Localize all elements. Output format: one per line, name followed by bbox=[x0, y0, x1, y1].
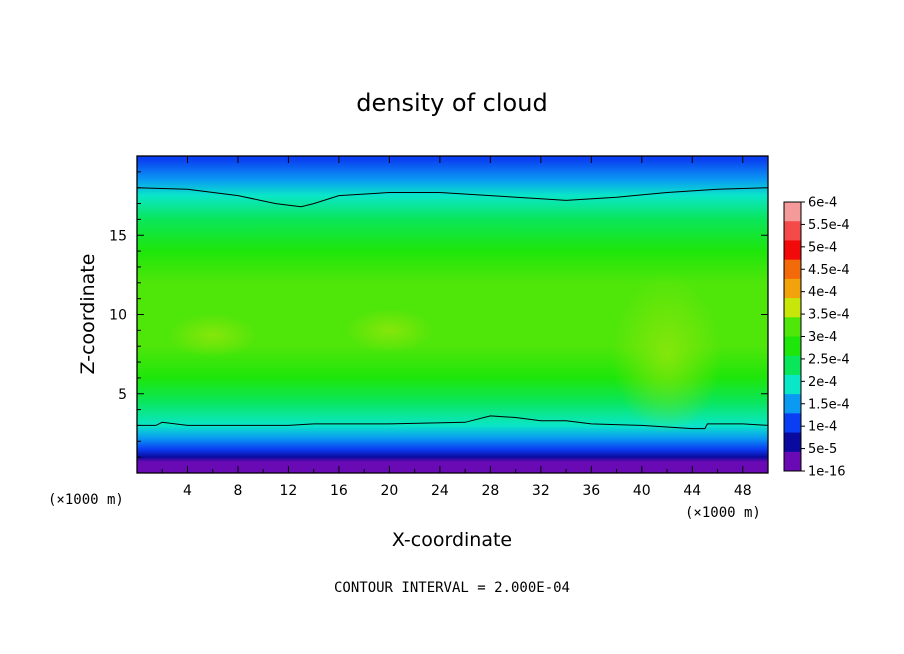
colorbar-swatch bbox=[784, 298, 801, 318]
x-tick-label: 48 bbox=[734, 483, 752, 499]
chart-title: density of cloud bbox=[356, 89, 547, 117]
colorbar-swatch bbox=[784, 240, 801, 261]
colorbar-swatch bbox=[784, 413, 801, 434]
colorbar: 6e-4 5.5e-4 5e-4 4.5e-4 4e-4 3.5e-4 3e-4 2.5e-4… bbox=[783, 196, 850, 480]
colorbar-label: 5.5e-4 bbox=[808, 218, 850, 233]
colorbar-swatch bbox=[784, 374, 801, 395]
colorbar-swatch bbox=[784, 336, 801, 357]
colorbar-label: 1e-16 bbox=[808, 465, 846, 480]
x-tick-label: 28 bbox=[481, 483, 499, 499]
colorbar-label: 5e-5 bbox=[808, 442, 837, 457]
x-axis-unit: (×1000 m) bbox=[685, 505, 761, 521]
colorbar-swatch bbox=[784, 221, 801, 241]
y-axis-title: Z-coordinate bbox=[77, 254, 99, 375]
colorbar-label: 3.5e-4 bbox=[808, 308, 850, 323]
colorbar-label: 5e-4 bbox=[808, 240, 837, 255]
y-tick-label: 15 bbox=[109, 228, 127, 244]
y-axis: 5 10 15 bbox=[109, 171, 768, 458]
density-core bbox=[612, 274, 723, 435]
colorbar-label: 1e-4 bbox=[808, 420, 837, 435]
colorbar-label: 2e-4 bbox=[808, 375, 837, 390]
contour-line bbox=[137, 415, 768, 430]
colorbar-swatch bbox=[784, 317, 801, 337]
x-tick-label: 12 bbox=[280, 483, 298, 499]
x-axis: 4 8 12 16 20 24 28 32 36 40 44 48 bbox=[161, 156, 752, 499]
x-origin-unit: (×1000 m) bbox=[48, 492, 124, 508]
x-tick-label: 40 bbox=[633, 483, 651, 499]
colorbar-label: 3e-4 bbox=[808, 330, 837, 345]
x-tick-label: 36 bbox=[582, 483, 600, 499]
colorbar-swatch bbox=[784, 259, 801, 280]
x-tick-label: 20 bbox=[380, 483, 398, 499]
contour-interval-note: CONTOUR INTERVAL = 2.000E-04 bbox=[334, 580, 570, 596]
colorbar-swatch bbox=[784, 355, 801, 376]
colorbar-swatch bbox=[784, 451, 801, 472]
colorbar-label: 4e-4 bbox=[808, 285, 837, 300]
y-tick-label: 10 bbox=[109, 308, 127, 324]
x-tick-label: 24 bbox=[431, 483, 449, 499]
colorbar-label: 6e-4 bbox=[808, 196, 837, 211]
x-tick-label: 44 bbox=[683, 483, 701, 499]
density-core bbox=[344, 308, 435, 353]
x-axis-title: X-coordinate bbox=[392, 529, 512, 551]
colorbar-swatch bbox=[784, 394, 801, 414]
contour-line bbox=[137, 187, 768, 208]
x-tick-label: 8 bbox=[233, 483, 242, 499]
colorbar-swatch bbox=[784, 202, 801, 222]
plot-area bbox=[137, 156, 768, 473]
colorbar-label: 1.5e-4 bbox=[808, 397, 850, 412]
x-tick-label: 16 bbox=[330, 483, 348, 499]
y-tick-label: 5 bbox=[118, 387, 127, 403]
density-core bbox=[167, 313, 258, 358]
x-tick-label: 32 bbox=[532, 483, 550, 499]
colorbar-label: 2.5e-4 bbox=[808, 352, 850, 367]
colorbar-label: 4.5e-4 bbox=[808, 263, 850, 278]
colorbar-swatch bbox=[784, 278, 801, 299]
colorbar-swatch bbox=[784, 432, 801, 453]
x-tick-label: 4 bbox=[183, 483, 192, 499]
